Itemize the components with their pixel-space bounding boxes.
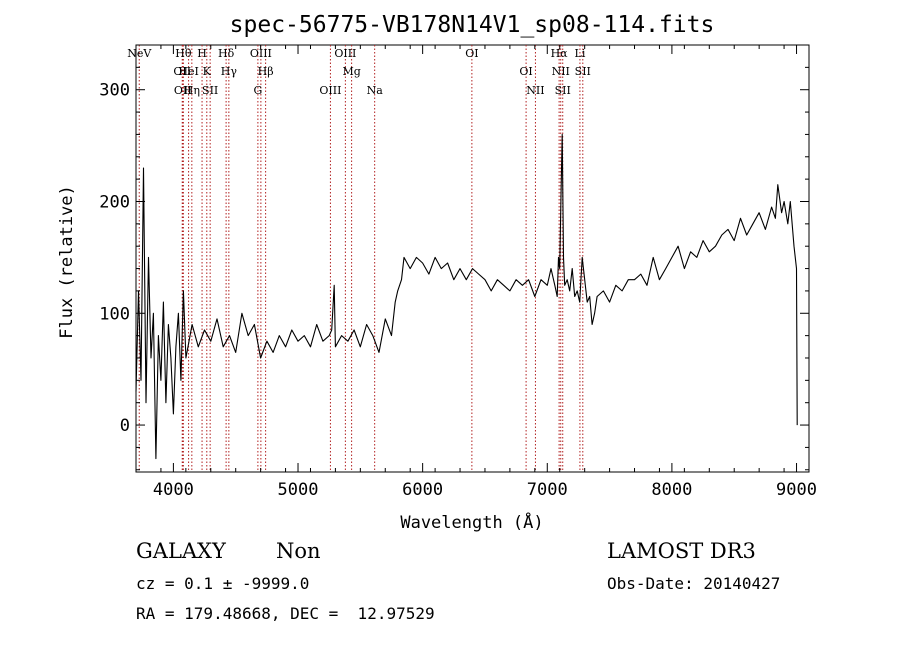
line-marker-label: Hβ [258, 65, 274, 78]
line-marker-label: Li [575, 47, 586, 60]
line-marker-label: SII [202, 84, 218, 97]
line-marker-label: NeV [127, 47, 152, 60]
line-marker-label: Hδ [218, 47, 235, 60]
y-tick-label: 0 [120, 416, 130, 436]
y-tick-label: 100 [99, 304, 130, 324]
chart-title: spec-56775-VB178N14V1_sp08-114.fits [230, 12, 715, 38]
object-class: GALAXY [136, 539, 226, 563]
sky-coordinates: RA = 179.48668, DEC = 12.97529 [136, 604, 435, 623]
line-marker-label: SII [575, 65, 591, 78]
line-marker-label: OI [465, 47, 478, 60]
spectrum-line [135, 133, 798, 460]
y-tick-label: 200 [99, 192, 130, 212]
line-marker-label: OIII [319, 84, 341, 97]
line-marker-label: HeI [178, 65, 198, 78]
observation-date: Obs-Date: 20140427 [607, 574, 781, 593]
y-tick-label: 300 [99, 81, 130, 101]
line-marker-label: G [253, 84, 262, 97]
line-marker-label: Hα [551, 47, 569, 60]
line-marker-label: Hη [184, 84, 200, 97]
x-tick-label: 6000 [402, 480, 443, 500]
plot-frame [135, 44, 810, 473]
line-marker-label: OI [519, 65, 532, 78]
spectrum-chart: 4000 5000 6000 7000 8000 9000 0 100 200 300 NeV OI… [57, 12, 817, 533]
line-marker-label: SII [555, 84, 571, 97]
line-marker-label: Mg [342, 65, 360, 78]
x-tick-label: 8000 [651, 480, 692, 500]
line-marker-label: OII [174, 84, 192, 97]
line-marker-label: Na [367, 84, 384, 97]
x-axis-label: Wavelength (Å) [400, 511, 543, 533]
line-marker-label: OII [173, 65, 191, 78]
redshift-value: cz = 0.1 ± -9999.0 [136, 574, 310, 593]
object-subclass: Non [276, 539, 321, 563]
y-axis-label: Flux (relative) [57, 185, 77, 339]
x-tick-label: 7000 [527, 480, 568, 500]
line-marker-label: NII [526, 84, 544, 97]
line-marker-label: NII [552, 65, 570, 78]
survey-name: LAMOST DR3 [607, 539, 756, 563]
x-tick-label: 4000 [153, 480, 194, 500]
line-marker-label: Hγ [221, 65, 238, 78]
line-marker-label: OIII [334, 47, 356, 60]
line-marker-label: Hθ [175, 47, 192, 60]
line-marker-label: H [197, 47, 207, 60]
x-tick-label: 5000 [278, 480, 319, 500]
line-marker-label: OIII [250, 47, 272, 60]
line-marker-label: K [203, 65, 212, 78]
x-tick-label: 9000 [776, 480, 817, 500]
